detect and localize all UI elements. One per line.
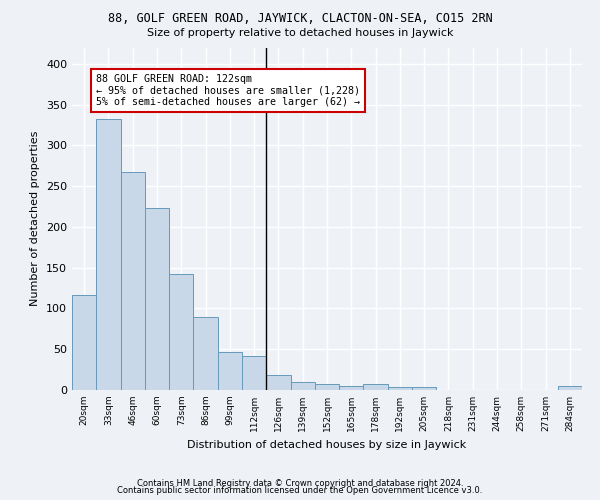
Bar xyxy=(121,172,145,390)
Text: Contains HM Land Registry data © Crown copyright and database right 2024.: Contains HM Land Registry data © Crown c… xyxy=(137,478,463,488)
Bar xyxy=(193,316,218,390)
Bar xyxy=(218,352,242,390)
Bar xyxy=(388,386,412,390)
Bar xyxy=(315,384,339,390)
Y-axis label: Number of detached properties: Number of detached properties xyxy=(31,131,40,306)
Bar xyxy=(96,120,121,390)
Text: Size of property relative to detached houses in Jaywick: Size of property relative to detached ho… xyxy=(147,28,453,38)
Bar xyxy=(412,386,436,390)
Text: 88 GOLF GREEN ROAD: 122sqm
← 95% of detached houses are smaller (1,228)
5% of se: 88 GOLF GREEN ROAD: 122sqm ← 95% of deta… xyxy=(96,74,360,107)
Bar xyxy=(242,356,266,390)
Text: Contains public sector information licensed under the Open Government Licence v3: Contains public sector information licen… xyxy=(118,486,482,495)
X-axis label: Distribution of detached houses by size in Jaywick: Distribution of detached houses by size … xyxy=(187,440,467,450)
Bar xyxy=(169,274,193,390)
Bar xyxy=(339,386,364,390)
Bar xyxy=(145,208,169,390)
Bar xyxy=(290,382,315,390)
Bar xyxy=(266,374,290,390)
Bar xyxy=(72,294,96,390)
Bar xyxy=(558,386,582,390)
Text: 88, GOLF GREEN ROAD, JAYWICK, CLACTON-ON-SEA, CO15 2RN: 88, GOLF GREEN ROAD, JAYWICK, CLACTON-ON… xyxy=(107,12,493,26)
Bar xyxy=(364,384,388,390)
